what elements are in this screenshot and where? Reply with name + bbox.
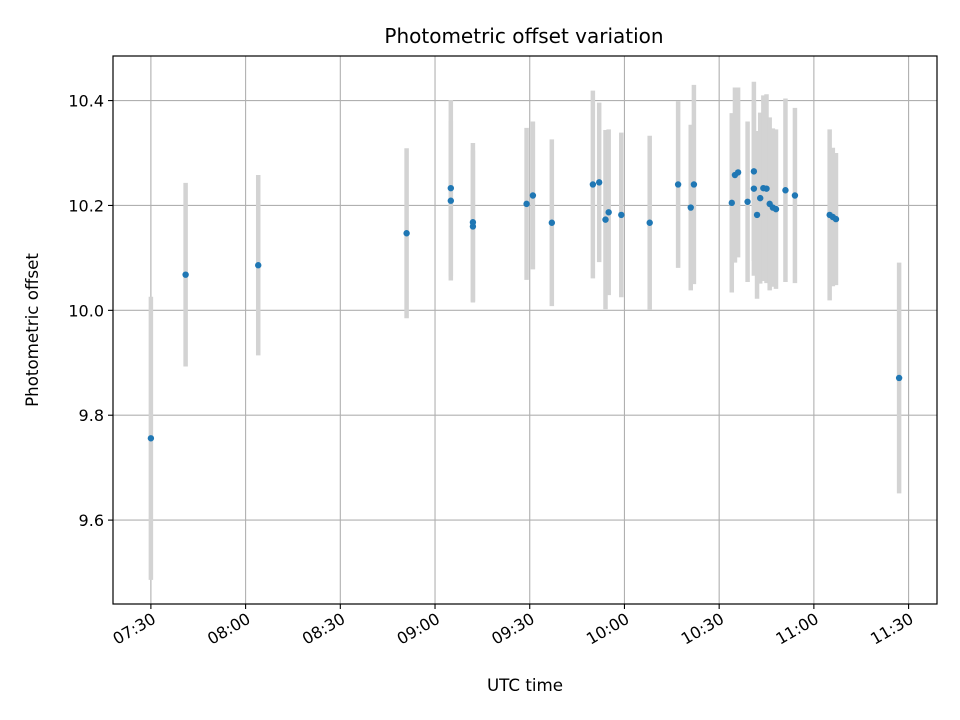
data-point (595, 179, 603, 186)
y-tick-label: 9.6 (79, 511, 104, 530)
data-point (403, 230, 410, 237)
data-point (182, 271, 189, 278)
data-point (772, 205, 780, 213)
data-points (147, 168, 903, 442)
plot-frame (112, 55, 938, 605)
data-point (750, 168, 758, 175)
data-point (690, 181, 698, 188)
data-point (750, 185, 758, 192)
data-point (728, 199, 735, 207)
data-point (832, 215, 840, 223)
y-axis-title: Photometric offset (22, 253, 42, 407)
data-point (523, 200, 530, 208)
y-tick-label: 10.0 (68, 301, 104, 320)
y-tick-label: 9.8 (79, 406, 104, 425)
data-point (529, 192, 537, 199)
data-point (734, 169, 742, 176)
data-point (618, 211, 625, 219)
data-point (589, 181, 597, 188)
grid-lines (113, 56, 937, 604)
data-point (687, 204, 694, 211)
chart-title: Photometric offset variation (384, 24, 663, 48)
data-point (674, 181, 682, 188)
data-point (895, 374, 903, 382)
y-tick-label: 10.2 (68, 196, 104, 215)
data-point (447, 184, 455, 192)
data-point (753, 211, 761, 219)
y-tick-label: 10.4 (68, 92, 104, 111)
data-point (602, 216, 609, 223)
data-point (147, 435, 155, 442)
data-point (447, 197, 455, 204)
data-point (757, 194, 764, 202)
x-axis-title: UTC time (487, 675, 563, 695)
data-point (548, 219, 556, 226)
data-point (605, 209, 612, 216)
data-point (744, 198, 751, 205)
data-point (782, 187, 789, 194)
data-point (255, 262, 262, 269)
data-point (646, 219, 653, 226)
data-point (469, 223, 477, 230)
data-point (791, 192, 799, 199)
data-point (763, 185, 770, 192)
